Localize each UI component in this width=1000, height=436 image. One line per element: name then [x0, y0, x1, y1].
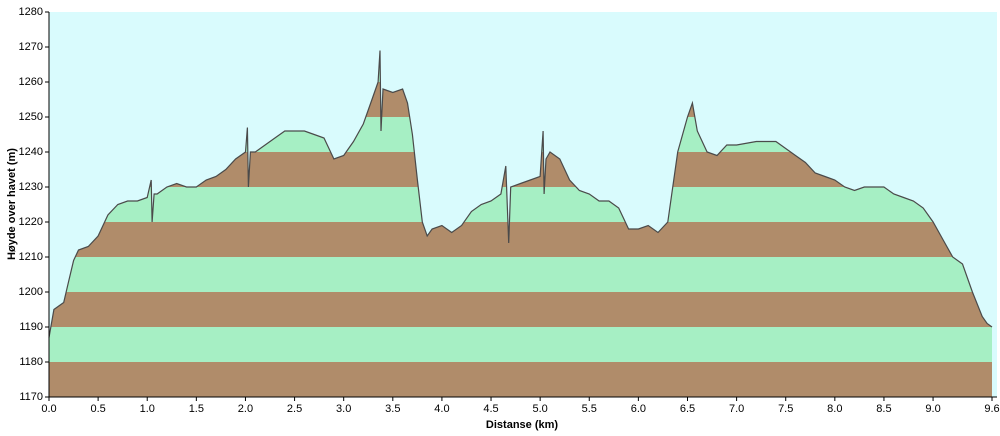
x-tick-label: 0.0 — [41, 403, 56, 415]
y-tick-label: 1260 — [19, 76, 43, 88]
x-tick-label: 5.0 — [532, 403, 547, 415]
x-tick-label: 3.5 — [385, 403, 400, 415]
y-tick-label: 1280 — [19, 6, 43, 18]
x-tick-label: 2.0 — [238, 403, 253, 415]
y-tick-label: 1190 — [19, 321, 43, 333]
x-tick-label: 8.0 — [827, 403, 842, 415]
x-tick-label: 1.5 — [189, 403, 204, 415]
x-axis-title: Distanse (km) — [486, 419, 558, 431]
y-tick-label: 1200 — [19, 286, 43, 298]
y-tick-label: 1240 — [19, 146, 43, 158]
elevation-band — [49, 187, 992, 222]
elevation-band — [49, 362, 992, 397]
x-tick-label: 6.5 — [680, 403, 695, 415]
x-tick-label: 7.5 — [778, 403, 793, 415]
y-tick-label: 1250 — [19, 111, 43, 123]
y-tick-label: 1170 — [19, 391, 43, 403]
x-tick-label: 9.0 — [925, 403, 940, 415]
y-tick-label: 1270 — [19, 41, 43, 53]
y-tick-label: 1220 — [19, 216, 43, 228]
x-tick-label: 4.0 — [434, 403, 449, 415]
x-tick-label: 7.0 — [729, 403, 744, 415]
x-tick-label: 6.0 — [631, 403, 646, 415]
y-axis-title: Høyde over havet (m) — [6, 148, 18, 260]
elevation-band — [49, 222, 992, 257]
y-tick-label: 1230 — [19, 181, 43, 193]
x-tick-label: 1.0 — [140, 403, 155, 415]
x-tick-label: 2.5 — [287, 403, 302, 415]
x-tick-label: 9.6 — [984, 403, 999, 415]
elevation-band — [49, 257, 992, 292]
x-tick-label: 3.0 — [336, 403, 351, 415]
elevation-band — [49, 292, 992, 327]
elevation-band — [49, 327, 992, 362]
x-tick-label: 4.5 — [483, 403, 498, 415]
x-tick-label: 5.5 — [582, 403, 597, 415]
x-tick-label: 0.5 — [90, 403, 105, 415]
x-tick-label: 8.5 — [876, 403, 891, 415]
elevation-line — [48, 50, 993, 338]
y-tick-label: 1210 — [19, 251, 43, 263]
y-tick-label: 1180 — [19, 356, 43, 368]
